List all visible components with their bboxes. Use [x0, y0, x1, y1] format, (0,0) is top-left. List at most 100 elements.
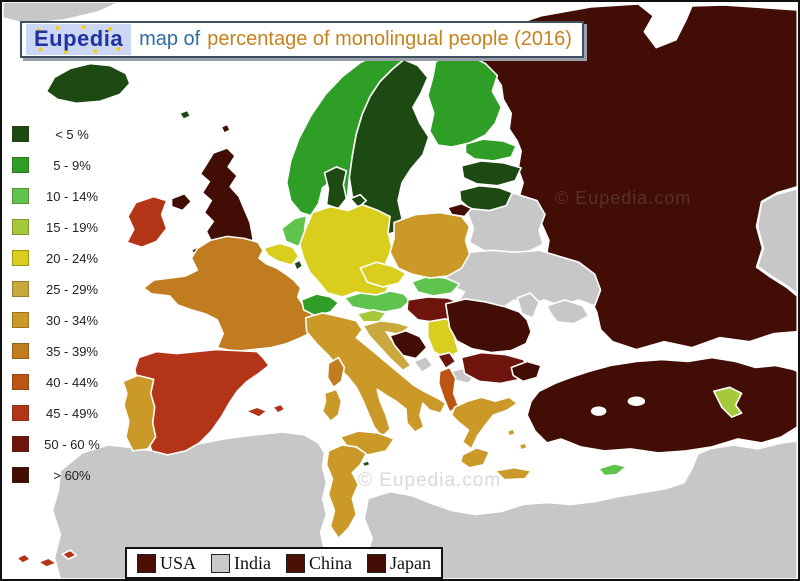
lake-icon	[627, 396, 646, 406]
country-kosovo	[436, 351, 457, 370]
comparison-label: China	[309, 552, 352, 573]
country-belgium	[263, 242, 300, 266]
legend-row: 25 - 29%	[12, 281, 110, 297]
country-slovenia	[356, 309, 387, 323]
country-switzerland	[300, 293, 340, 317]
country-northern-ireland	[170, 192, 193, 212]
country-armenia	[713, 386, 743, 418]
country-turkey-european	[510, 360, 542, 383]
title-banner: Eupedia map of percentage of monolingual…	[20, 21, 584, 58]
country-luxembourg	[292, 259, 304, 271]
watermark: © Eupedia.com	[358, 470, 502, 491]
country-crete	[494, 466, 532, 481]
country-shetland	[220, 123, 231, 134]
country-aegean-isles	[506, 428, 528, 451]
comparison-item: USA	[137, 553, 196, 574]
country-poland	[389, 211, 471, 279]
country-tunisia	[325, 444, 368, 540]
legend-swatch	[12, 126, 29, 142]
page-title: percentage of monolingual people (2016)	[207, 28, 572, 50]
legend-swatch	[12, 405, 29, 421]
comparison-swatch	[367, 553, 386, 573]
comparison-swatch	[211, 553, 231, 573]
legend-label: 50 - 60 %	[44, 436, 100, 452]
legend-swatch	[12, 312, 29, 328]
country-italy	[304, 312, 447, 438]
legend-label: 45 - 49%	[45, 405, 99, 421]
country-france	[142, 235, 320, 353]
legend-label: 35 - 39%	[45, 343, 99, 359]
legend-row: 35 - 39%	[12, 343, 110, 359]
legend-row: 45 - 49%	[12, 405, 110, 421]
country-austria	[343, 290, 411, 313]
legend-label: 15 - 19%	[45, 219, 99, 235]
country-greece	[450, 396, 518, 450]
country-peloponnese	[459, 447, 491, 469]
country-lithuania	[458, 184, 514, 212]
legend-row: 5 - 9%	[12, 157, 110, 173]
country-bosnia	[389, 329, 428, 360]
country-kaliningrad	[446, 202, 473, 218]
country-faroe	[178, 109, 192, 120]
country-ireland	[126, 195, 168, 249]
comparison-legend: USA India China Japan	[125, 547, 443, 579]
comparison-label: USA	[160, 552, 197, 573]
country-latvia	[460, 160, 522, 187]
country-denmark	[323, 166, 348, 210]
legend-label: < 5 %	[55, 126, 89, 142]
country-turkey	[526, 356, 798, 454]
legend-row: 30 - 34%	[12, 312, 110, 328]
comparison-swatch	[137, 553, 156, 573]
country-cyprus	[597, 463, 628, 477]
country-malta	[361, 460, 372, 468]
comparison-item: China	[286, 553, 352, 574]
legend-swatch	[12, 281, 29, 297]
legend-label: 25 - 29%	[45, 281, 99, 297]
legend-row: 40 - 44%	[12, 374, 110, 390]
country-corsica	[326, 356, 346, 389]
legend-label: 20 - 24%	[45, 250, 99, 266]
legend-swatch	[12, 436, 29, 452]
watermark: © Eupedia.com	[555, 188, 692, 208]
comparison-item: India	[211, 553, 271, 574]
legend-row: < 5 %	[12, 126, 110, 142]
country-sardinia	[321, 388, 343, 422]
region-libya-egypt-middle-east	[363, 440, 798, 579]
country-denmark-isles	[349, 193, 368, 209]
eupedia-logo: Eupedia	[26, 24, 131, 55]
region-moldova	[516, 292, 540, 319]
legend-label: 5 - 9%	[53, 157, 91, 173]
country-balearics	[245, 403, 286, 418]
country-estonia	[464, 138, 517, 162]
country-romania	[444, 298, 532, 354]
legend-label: 10 - 14%	[45, 188, 99, 204]
region-montenegro	[413, 355, 434, 374]
legend-label: 40 - 44%	[45, 374, 99, 390]
country-czechia	[359, 261, 407, 288]
country-iceland	[45, 62, 131, 105]
legend-swatch	[12, 250, 29, 266]
legend-label: > 60%	[53, 467, 91, 483]
country-canaries	[15, 549, 78, 568]
country-portugal	[122, 374, 157, 452]
legend-row: 15 - 19%	[12, 219, 110, 235]
region-crimea	[546, 299, 590, 325]
legend-swatch	[12, 157, 29, 173]
legend-row: > 60%	[12, 467, 110, 483]
legend-row: 10 - 14%	[12, 188, 110, 204]
region-kazakhstan	[756, 187, 798, 295]
legend-swatch	[12, 467, 29, 483]
country-finland	[427, 52, 503, 148]
comparison-item: Japan	[367, 553, 431, 574]
title-connector: map of	[139, 28, 201, 50]
legend-swatch	[12, 219, 29, 235]
comparison-label: Japan	[390, 552, 431, 573]
legend-swatch	[12, 188, 29, 204]
legend-swatch	[12, 374, 29, 390]
comparison-swatch	[286, 553, 305, 573]
lake-icon	[590, 406, 607, 416]
legend-row: 50 - 60 %	[12, 436, 110, 452]
legend-swatch	[12, 343, 29, 359]
